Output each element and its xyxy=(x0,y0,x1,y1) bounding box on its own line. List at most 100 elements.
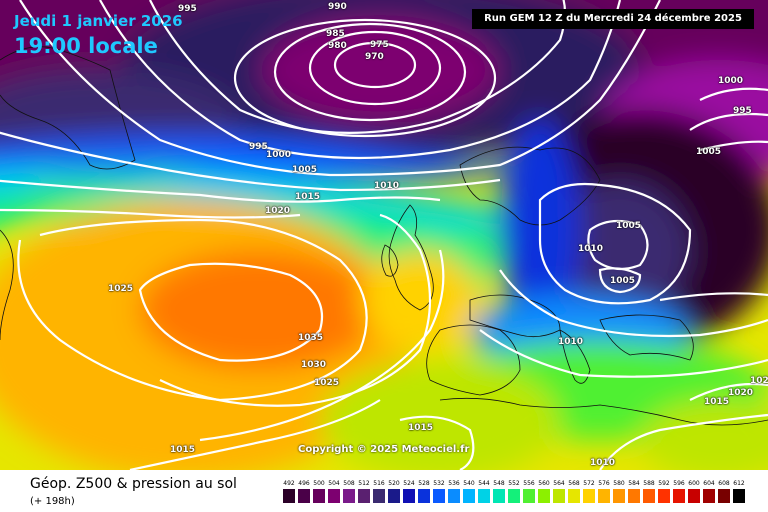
isobar-label: 102 xyxy=(750,376,768,386)
forecast-local-time: 19:00 locale xyxy=(14,34,158,58)
color-scale-swatch xyxy=(508,489,520,503)
color-scale-swatch xyxy=(628,489,640,503)
isobar-label: 995 xyxy=(733,106,752,116)
isobar-label: 1020 xyxy=(265,206,291,216)
isobar-label: 1020 xyxy=(728,388,754,398)
isobar-label: 1010 xyxy=(374,181,400,191)
isobar-label: 1035 xyxy=(298,333,324,343)
color-scale-swatch xyxy=(583,489,595,503)
isobar-label: 1010 xyxy=(558,337,584,347)
isobar-label: 970 xyxy=(365,52,384,62)
isobar-label: 1005 xyxy=(610,276,636,286)
color-scale-label: 504 xyxy=(328,480,340,487)
color-scale-swatch xyxy=(523,489,535,503)
isobar-label: 1010 xyxy=(590,458,616,468)
color-scale-label: 564 xyxy=(553,480,565,487)
color-scale-label: 508 xyxy=(343,480,355,487)
legend-footer: Géop. Z500 & pression au sol (+ 198h) 49… xyxy=(0,470,768,512)
color-scale-label: 576 xyxy=(598,480,610,487)
isobar-label: 1015 xyxy=(170,445,196,455)
color-scale-label: 524 xyxy=(403,480,415,487)
forecast-map xyxy=(0,0,768,470)
color-scale-label: 560 xyxy=(538,480,550,487)
color-scale-label: 536 xyxy=(448,480,460,487)
color-scale-swatch xyxy=(538,489,550,503)
isobar-label: 995 xyxy=(249,142,268,152)
color-scale-swatch xyxy=(343,489,355,503)
isobar-label: 1015 xyxy=(295,192,321,202)
map-title: Géop. Z500 & pression au sol xyxy=(30,476,237,492)
color-scale-label: 584 xyxy=(628,480,640,487)
color-scale-swatch xyxy=(658,489,670,503)
color-scale-label: 600 xyxy=(688,480,700,487)
color-scale-label: 568 xyxy=(568,480,580,487)
isobar-label: 1030 xyxy=(301,360,327,370)
isobar-label: 1000 xyxy=(718,76,744,86)
color-scale-swatch xyxy=(328,489,340,503)
color-scale-swatch xyxy=(568,489,580,503)
isobar-label: 1005 xyxy=(292,165,318,175)
color-scale-label: 544 xyxy=(478,480,490,487)
color-scale-swatch xyxy=(613,489,625,503)
color-scale-swatch xyxy=(433,489,445,503)
isobar-label: 1010 xyxy=(578,244,604,254)
color-scale-label: 500 xyxy=(313,480,325,487)
color-scale-label: 520 xyxy=(388,480,400,487)
color-scale-label: 552 xyxy=(508,480,520,487)
isobar-label: 975 xyxy=(370,40,389,50)
isobar-label: 985 xyxy=(326,29,345,39)
color-scale-label: 556 xyxy=(523,480,535,487)
color-scale-swatch xyxy=(478,489,490,503)
forecast-date: Jeudi 1 janvier 2026 xyxy=(14,12,183,30)
color-scale-swatch xyxy=(313,489,325,503)
isobar-label: 1005 xyxy=(696,147,722,157)
color-scale-label: 512 xyxy=(358,480,370,487)
color-scale-label: 596 xyxy=(673,480,685,487)
color-scale-swatch xyxy=(373,489,385,503)
color-scale-label: 604 xyxy=(703,480,715,487)
color-scale-swatch xyxy=(553,489,565,503)
color-scale-swatch xyxy=(688,489,700,503)
isobar-label: 1000 xyxy=(266,150,292,160)
color-scale-swatch xyxy=(673,489,685,503)
color-scale-label: 528 xyxy=(418,480,430,487)
color-scale-label: 516 xyxy=(373,480,385,487)
color-scale-swatch xyxy=(298,489,310,503)
isobar-label: 995 xyxy=(178,4,197,14)
color-scale-swatch xyxy=(493,489,505,503)
color-scale-swatch xyxy=(643,489,655,503)
forecast-lead-time: (+ 198h) xyxy=(30,496,75,507)
color-scale-label: 588 xyxy=(643,480,655,487)
color-scale-label: 572 xyxy=(583,480,595,487)
isobar-label: 990 xyxy=(328,2,347,12)
color-scale-label: 608 xyxy=(718,480,730,487)
color-scale-swatch xyxy=(733,489,745,503)
isobar-label: 1005 xyxy=(616,221,642,231)
color-scale-swatch xyxy=(463,489,475,503)
color-scale-label: 540 xyxy=(463,480,475,487)
color-scale-swatch xyxy=(283,489,295,503)
color-scale-swatch xyxy=(598,489,610,503)
color-scale-label: 612 xyxy=(733,480,745,487)
color-scale-swatch xyxy=(418,489,430,503)
color-scale-swatch xyxy=(448,489,460,503)
color-scale-swatch xyxy=(718,489,730,503)
color-scale-label: 592 xyxy=(658,480,670,487)
isobar-label: 1025 xyxy=(108,284,134,294)
isobar-label: 980 xyxy=(328,41,347,51)
run-info: Run GEM 12 Z du Mercredi 24 décembre 202… xyxy=(472,9,754,29)
isobar-label: 1015 xyxy=(408,423,434,433)
color-scale-swatch xyxy=(388,489,400,503)
geopotential-field xyxy=(0,0,768,470)
color-scale-label: 496 xyxy=(298,480,310,487)
isobar-lines xyxy=(0,0,768,470)
color-scale-swatch xyxy=(358,489,370,503)
copyright-notice: Copyright © 2025 Meteociel.fr xyxy=(298,444,470,455)
color-scale-swatch xyxy=(403,489,415,503)
isobar-label: 1015 xyxy=(704,397,730,407)
color-scale-label: 532 xyxy=(433,480,445,487)
color-scale-label: 548 xyxy=(493,480,505,487)
isobar-label: 1025 xyxy=(314,378,340,388)
coastlines xyxy=(0,46,768,426)
